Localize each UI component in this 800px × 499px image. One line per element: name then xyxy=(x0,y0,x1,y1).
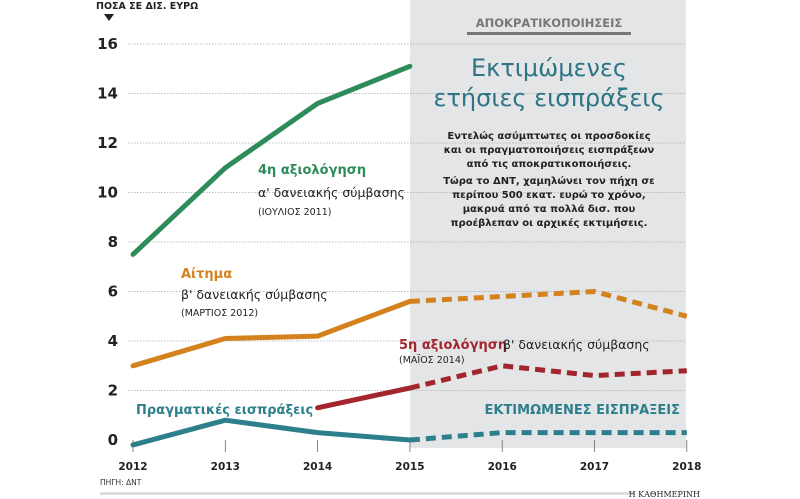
red-label-head: 5η αξιολόγηση xyxy=(399,338,507,353)
panel-body-line: Τώρα το ΔΝΤ, χαμηλώνει τον πήχη σε xyxy=(443,175,655,187)
series-orange-estimate-line xyxy=(409,289,688,319)
series-red-actual-line xyxy=(315,385,413,411)
x-axis: 2012 2013 2014 2015 2016 2017 2018 xyxy=(118,440,701,473)
x-tick-label: 2012 xyxy=(118,461,147,473)
orange-label-date: (ΜΑΡΤΙΟΣ 2012) xyxy=(181,308,258,319)
panel-title-line2: ετήσιες εισπράξεις xyxy=(433,84,664,112)
x-tick-label: 2015 xyxy=(395,461,424,473)
y-tick-label: 10 xyxy=(97,184,118,202)
green-label-sub: α' δανειακής σύμβασης xyxy=(258,185,405,200)
x-tick-label: 2016 xyxy=(488,461,517,473)
unit-label: ΠΟΣΑ ΣΕ ΔΙΣ. ΕΥΡΩ xyxy=(96,1,198,12)
green-label-head: 4η αξιολόγηση xyxy=(258,163,366,178)
section-label: ΑΠΟΚΡΑΤΙΚΟΠΟΙΗΣΕΙΣ xyxy=(476,16,623,30)
y-tick-label: 6 xyxy=(108,283,118,301)
series-orange-actual-line xyxy=(130,298,413,369)
y-tick-label: 0 xyxy=(108,431,118,449)
series-teal-estimate-line xyxy=(409,430,687,443)
series-lines xyxy=(130,63,688,448)
teal-estimated-label: ΕΚΤΙΜΩΜΕΝΕΣ ΕΙΣΠΡΑΞΕΙΣ xyxy=(484,403,680,418)
panel-body-line: και οι πραγματοποιήσεις εισπράξεων xyxy=(444,144,655,156)
x-tick-label: 2013 xyxy=(211,461,240,473)
series-teal-actual-line xyxy=(130,417,413,448)
y-axis: 0 2 4 6 8 10 12 14 16 xyxy=(97,35,118,449)
x-tick-label: 2018 xyxy=(672,461,701,473)
orange-label-head: Αίτημα xyxy=(181,267,232,282)
panel-body-line: μακρυά από τα πολλά δισ. που xyxy=(463,203,636,215)
y-tick-label: 2 xyxy=(108,382,118,400)
series-red-estimate-line xyxy=(409,363,687,391)
teal-actual-label: Πραγματικές εισπράξεις xyxy=(136,403,313,418)
y-tick-label: 4 xyxy=(108,332,118,350)
red-label-sub: β' δανειακής σύμβασης xyxy=(503,337,650,352)
down-arrow-icon xyxy=(104,14,114,21)
footer-rule xyxy=(100,492,635,495)
red-label-date: (ΜΑΪΟΣ 2014) xyxy=(399,355,465,366)
x-tick-label: 2017 xyxy=(580,461,609,473)
series-green-actual-line xyxy=(130,63,413,257)
brand-label: Η ΚΑΘΗΜΕΡΙΝΗ xyxy=(629,490,700,499)
green-label-date: (ΙΟΥΛΙΟΣ 2011) xyxy=(258,207,331,218)
y-tick-label: 16 xyxy=(97,35,118,53)
y-tick-label: 14 xyxy=(97,85,118,103)
orange-label-sub: β' δανειακής σύμβασης xyxy=(181,287,328,302)
panel-title-line1: Εκτιμώμενες xyxy=(471,54,627,82)
panel-body: Εντελώς ασύμπτωτες οι προσδοκίες και οι π… xyxy=(443,130,655,229)
section-underline xyxy=(467,32,631,35)
panel-body-line: περίπου 500 εκατ. ευρώ το χρόνο, xyxy=(452,189,645,201)
panel-body-line: Εντελώς ασύμπτωτες οι προσδοκίες xyxy=(447,130,650,142)
panel-body-line: από τις αποκρατικοποιήσεις. xyxy=(467,158,632,170)
y-tick-label: 8 xyxy=(108,233,118,251)
y-tick-label: 12 xyxy=(97,134,118,152)
x-tick-label: 2014 xyxy=(303,461,332,473)
panel-body-line: προέβλεπαν οι αρχικές εκτιμήσεις. xyxy=(451,217,648,229)
source-label: ΠΗΓΗ: ΔΝΤ xyxy=(100,478,142,487)
